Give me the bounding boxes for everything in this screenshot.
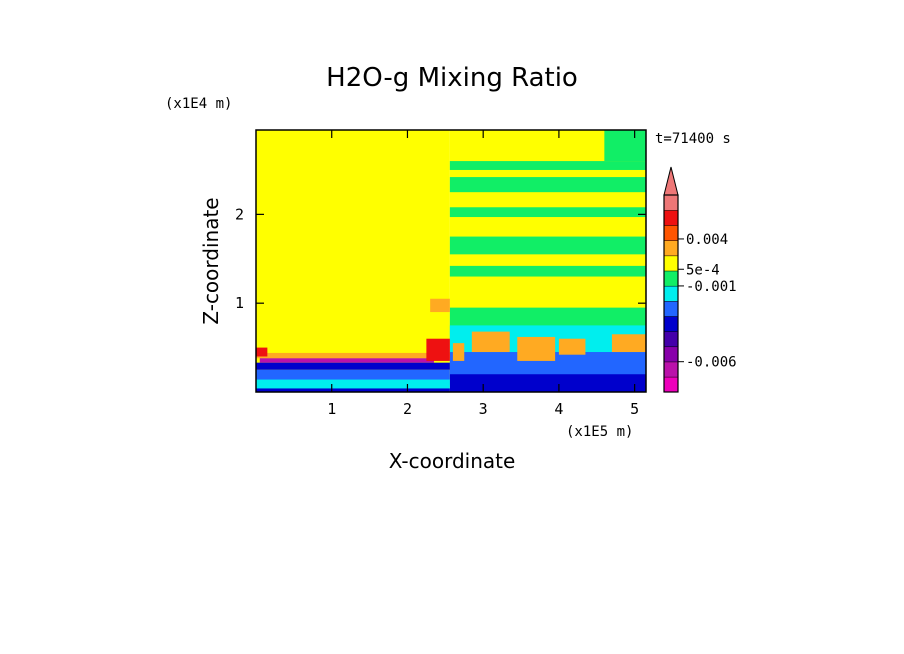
colorbar-segment-1 <box>664 361 678 377</box>
field-region-16 <box>611 334 646 353</box>
colorbar-segment-6 <box>664 285 678 302</box>
x-tick-label-0: 1 <box>327 400 336 418</box>
x-tick-label-4: 5 <box>630 400 639 418</box>
field-region-13 <box>471 331 510 353</box>
colorbar-segment-9 <box>664 240 678 256</box>
colorbar-label-3: 0.004 <box>686 232 728 248</box>
field-region-25 <box>256 388 450 392</box>
colorbar-segment-12 <box>664 195 678 211</box>
field-region-2 <box>449 177 646 193</box>
colorbar-segment-10 <box>664 225 678 241</box>
colorbar-segment-0 <box>664 376 678 392</box>
field-region-18 <box>256 347 268 357</box>
x-axis-label: X-coordinate <box>389 449 516 473</box>
colorbar-segment-4 <box>664 316 678 332</box>
field-region-14 <box>517 336 556 361</box>
field-region-21 <box>430 298 450 313</box>
x-tick-label-2: 3 <box>479 400 488 418</box>
x-tick-label-1: 2 <box>403 400 412 418</box>
colorbar-segment-5 <box>664 301 678 317</box>
field-region-6 <box>449 265 646 277</box>
field-region-20 <box>426 338 450 361</box>
colorbar-label-0: -0.006 <box>686 355 737 371</box>
y-tick-label-0: 1 <box>235 294 244 312</box>
y-tick-label-1: 2 <box>235 205 244 223</box>
colorbar-segment-8 <box>664 255 678 271</box>
y-scale-label: (x1E4 m) <box>165 96 232 112</box>
plot-frame <box>255 129 647 393</box>
field-region-5 <box>449 236 646 255</box>
field-region-12 <box>452 343 465 361</box>
colorbar-frame <box>663 194 679 393</box>
colorbar-segment-2 <box>664 346 678 362</box>
colorbar-label-1: -0.001 <box>686 279 737 295</box>
colorbar-extend-arrow <box>663 166 679 196</box>
field-region-11 <box>449 374 646 392</box>
axes: 1 2 3 4 5 1 2 <box>235 130 646 418</box>
field-region-19 <box>259 358 434 363</box>
field-region-15 <box>558 338 586 355</box>
field-region-0 <box>256 130 450 392</box>
field-region-3 <box>449 161 646 170</box>
colorbar-segment-11 <box>664 210 678 226</box>
time-label: t=71400 s <box>655 131 731 147</box>
x-scale-label: (x1E5 m) <box>566 424 633 440</box>
x-tick-label-3: 4 <box>554 400 563 418</box>
field-region-22 <box>256 362 450 370</box>
colorbar-label-2: 5e-4 <box>686 262 720 278</box>
field-region-7 <box>604 130 646 162</box>
chart-title: H2O-g Mixing Ratio <box>326 63 578 93</box>
colorbar-segment-3 <box>664 331 678 347</box>
field-region-17 <box>256 352 450 359</box>
field-region-4 <box>449 207 646 218</box>
plot-area <box>256 130 646 392</box>
field-region-24 <box>256 379 450 391</box>
colorbar-segment-7 <box>664 270 678 286</box>
y-axis-label: Z-coordinate <box>199 197 223 324</box>
